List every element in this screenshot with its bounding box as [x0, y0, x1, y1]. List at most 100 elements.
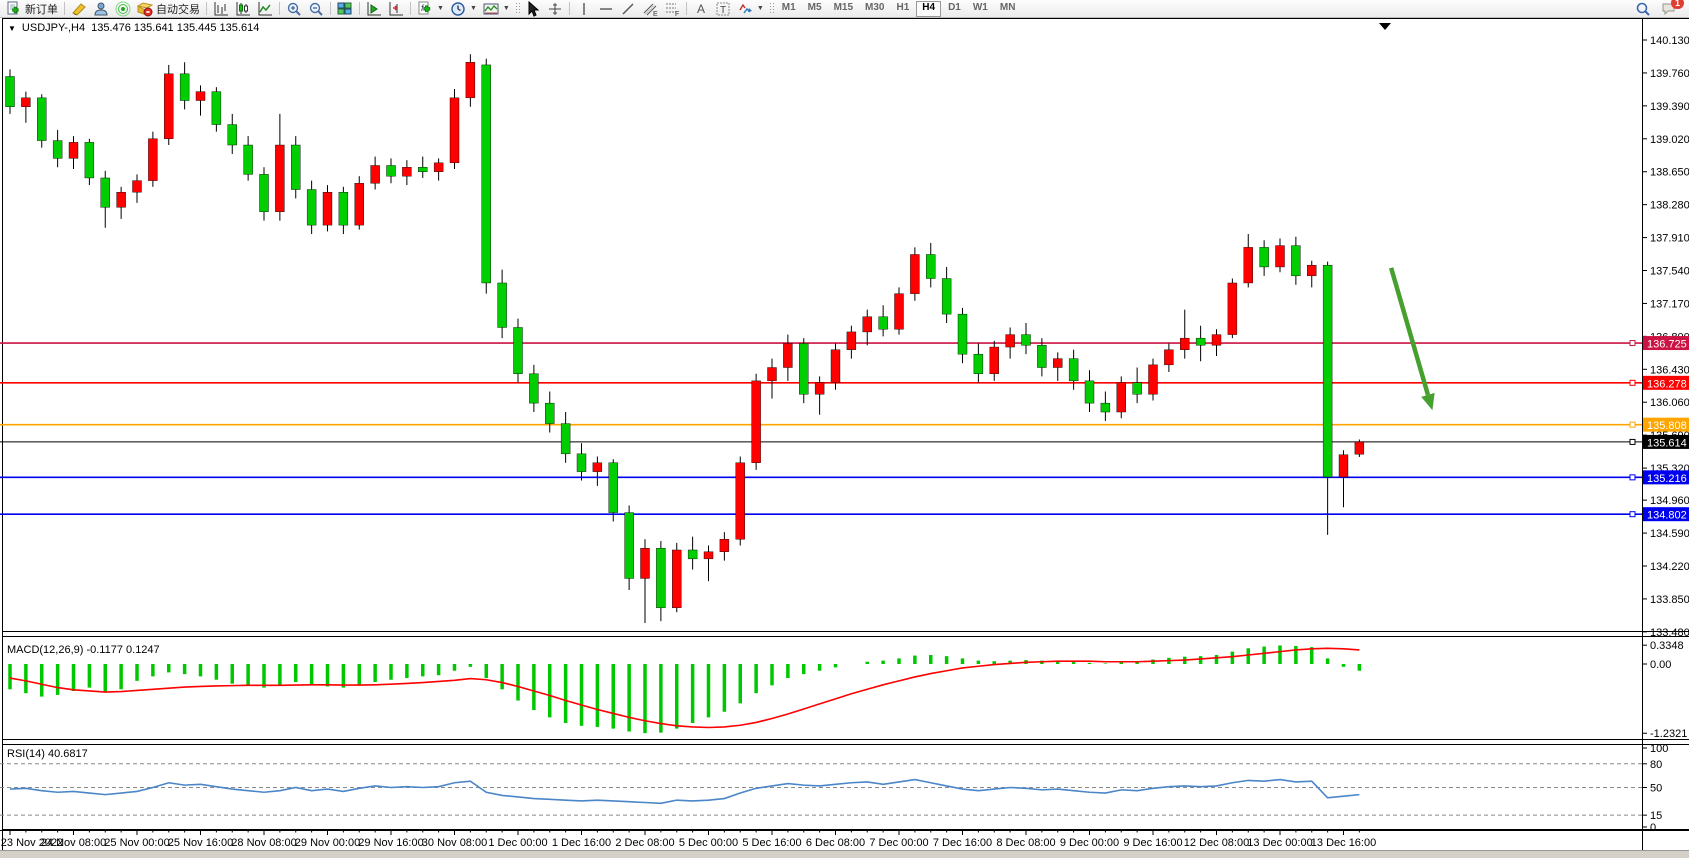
- pane-border: [2, 829, 1689, 830]
- level-line-anchor: [1629, 511, 1636, 518]
- tile-windows-button[interactable]: [334, 1, 356, 17]
- timeframe-button-m30[interactable]: M30: [865, 1, 885, 13]
- chat-icon[interactable]: 1: [1661, 0, 1684, 17]
- cursor-button[interactable]: [522, 0, 544, 17]
- price-tick-label: 138.650: [1650, 167, 1689, 179]
- candle: [989, 346, 999, 374]
- autotrading-icon: [136, 1, 154, 17]
- templates-button[interactable]: ▼: [480, 1, 513, 17]
- pane-splitter[interactable]: [2, 636, 1689, 637]
- chart-ohlc-readout: 135.476 135.641 135.445 135.614: [91, 22, 260, 34]
- time-axis-label: 5 Dec 00:00: [679, 837, 738, 849]
- svg-text:A: A: [697, 2, 705, 16]
- candle: [529, 373, 539, 404]
- timeframe-button-m5[interactable]: M5: [807, 1, 822, 13]
- pane-splitter[interactable]: [2, 739, 1689, 740]
- trend-arrow-head[interactable]: [1421, 392, 1435, 411]
- level-line-anchor: [1629, 421, 1636, 428]
- text-button[interactable]: A: [690, 1, 712, 17]
- price-tag-135.216[interactable]: [1643, 470, 1689, 485]
- chart-shift-marker[interactable]: [1379, 23, 1391, 30]
- candle: [545, 402, 555, 424]
- candle: [1291, 245, 1301, 277]
- indicators-button[interactable]: f ▼: [414, 1, 447, 17]
- candle: [402, 167, 412, 177]
- candle: [656, 547, 666, 609]
- metaeditor-button[interactable]: [68, 1, 90, 17]
- macd-tick-label: 0.00: [1650, 659, 1671, 671]
- time-axis-label: 28 Nov 08:00: [231, 837, 296, 849]
- toolbar-grip[interactable]: [768, 2, 774, 15]
- price-tick-label: 137.170: [1650, 298, 1689, 310]
- price-tick-label: 138.280: [1650, 200, 1689, 212]
- auto-scroll-button[interactable]: [363, 1, 385, 17]
- price-tick-label: 137.910: [1650, 233, 1689, 245]
- price-tag-135.808[interactable]: [1643, 417, 1689, 432]
- signal-button[interactable]: [112, 1, 134, 17]
- candle-chart-button[interactable]: [232, 1, 254, 17]
- candle: [830, 349, 841, 383]
- candle: [179, 73, 190, 101]
- periods-dropdown-caret[interactable]: ▼: [469, 5, 477, 12]
- candle: [814, 382, 825, 395]
- timeframe-button-h4[interactable]: H4: [916, 0, 942, 17]
- indicators-dropdown-caret[interactable]: ▼: [437, 5, 444, 12]
- profile-button[interactable]: [90, 1, 112, 17]
- horizontal-line-button[interactable]: [595, 1, 617, 17]
- candle: [1100, 402, 1111, 413]
- candle: [1068, 358, 1079, 382]
- timeframe-button-d1[interactable]: D1: [948, 1, 961, 13]
- rsi-pane[interactable]: [0, 745, 1642, 829]
- fibonacci-button[interactable]: F: [661, 1, 683, 18]
- timeframe-button-m1[interactable]: M1: [781, 1, 796, 13]
- search-icon[interactable]: [1635, 1, 1651, 17]
- candle: [1005, 334, 1015, 348]
- timeframe-button-m15[interactable]: M15: [833, 1, 854, 13]
- chart-dropdown-caret[interactable]: ▼: [8, 23, 16, 33]
- candle: [672, 549, 682, 609]
- templates-dropdown-caret[interactable]: ▼: [502, 5, 510, 12]
- horizontal-scrollbar[interactable]: [0, 850, 1689, 858]
- candle: [291, 144, 301, 190]
- price-tick-label: 139.760: [1650, 68, 1689, 80]
- price-tag-134.802[interactable]: [1643, 507, 1689, 522]
- chart-left-border: [2, 18, 3, 850]
- vertical-line-button[interactable]: [573, 1, 595, 17]
- toolbar-grip[interactable]: [514, 2, 520, 15]
- zoom-out-button[interactable]: [305, 1, 327, 17]
- autotrading-button[interactable]: 自动交易: [134, 1, 203, 17]
- pane-splitter[interactable]: [2, 631, 1689, 632]
- text-label-button[interactable]: T: [712, 1, 734, 17]
- arrows-dropdown-caret[interactable]: ▼: [756, 5, 764, 12]
- bar-chart-button[interactable]: [210, 1, 232, 17]
- arrows-button[interactable]: ▼: [734, 1, 767, 17]
- timeframe-button-h1[interactable]: H1: [896, 1, 910, 13]
- chart-shift-icon: [388, 1, 404, 17]
- price-tick-label: 140.130: [1650, 35, 1689, 47]
- zoom-out-icon: [308, 1, 324, 17]
- trendline-button[interactable]: [617, 1, 639, 17]
- zoom-in-button[interactable]: [283, 1, 305, 17]
- pane-splitter[interactable]: [2, 744, 1689, 745]
- line-chart-button[interactable]: [254, 1, 276, 17]
- trend-arrow-line[interactable]: [1388, 267, 1431, 396]
- time-axis-label: 7 Dec 16:00: [933, 837, 992, 849]
- price-tag-136.278[interactable]: [1643, 375, 1689, 390]
- timeframe-button-mn[interactable]: MN: [999, 1, 1016, 13]
- crosshair-button[interactable]: [544, 1, 566, 17]
- price-tag-136.725[interactable]: [1643, 336, 1689, 351]
- chart-shift-button[interactable]: [385, 1, 407, 17]
- periods-button[interactable]: ▼: [447, 1, 480, 17]
- macd-pane[interactable]: [0, 637, 1642, 739]
- main-price-pane[interactable]: [0, 19, 1642, 631]
- candle: [576, 453, 587, 472]
- candle: [275, 144, 285, 212]
- timeframe-button-w1[interactable]: W1: [972, 1, 988, 13]
- candle: [1084, 380, 1095, 404]
- new-order-button[interactable]: 新订单: [3, 1, 61, 17]
- channel-button[interactable]: E: [639, 1, 661, 18]
- time-axis-label: 25 Nov 16:00: [168, 837, 233, 849]
- candle: [449, 97, 460, 164]
- chart-symbol-period: USDJPY-,H4: [21, 22, 86, 34]
- crosshair-icon: [547, 1, 563, 17]
